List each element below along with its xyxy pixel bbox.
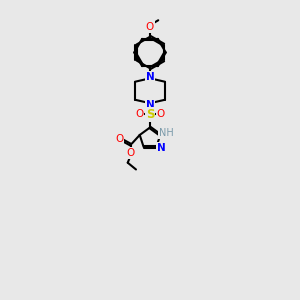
Text: O: O <box>116 134 124 144</box>
Text: O: O <box>157 109 165 119</box>
Text: S: S <box>146 108 154 121</box>
Text: N: N <box>157 143 166 153</box>
Text: O: O <box>146 22 154 32</box>
Text: O: O <box>135 109 143 119</box>
Text: N: N <box>146 71 154 82</box>
Text: N: N <box>146 100 154 110</box>
Text: O: O <box>127 148 135 158</box>
Text: NH: NH <box>159 128 174 139</box>
